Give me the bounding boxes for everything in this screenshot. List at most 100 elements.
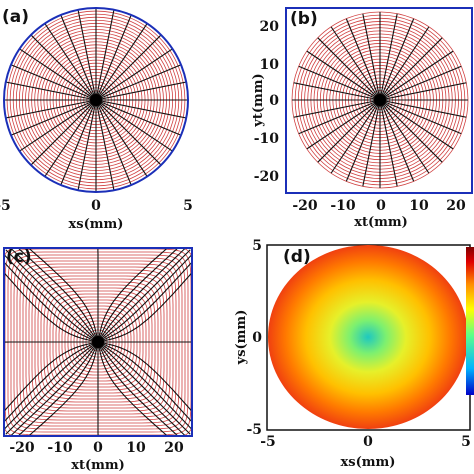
panel-b-spoke <box>303 99 381 152</box>
panel-b-center-dot <box>374 94 386 106</box>
panel-c-spoke <box>97 341 192 420</box>
panel-a-spoke <box>95 99 116 192</box>
panel-b-spoke <box>379 48 457 101</box>
panel-b-spoke <box>379 14 416 101</box>
panel-a-xtick-2: 5 <box>183 198 193 214</box>
panel-c-spoke <box>97 341 176 436</box>
panel-a-spoke <box>95 32 164 101</box>
panel-d-ytick-0: 5 <box>252 238 262 254</box>
panel-c-xlabel: xt(mm) <box>71 458 125 473</box>
panel-b-spoke <box>292 81 381 101</box>
panel-c-xtick-4: 20 <box>164 440 184 456</box>
panel-b-spoke <box>379 81 468 101</box>
panel-c-spoke <box>97 341 190 436</box>
panel-b-ytick-1: 10 <box>260 57 280 73</box>
panel-a-spoke <box>95 63 184 101</box>
panel-c-spoke <box>97 250 192 343</box>
panel-b-spoke <box>292 99 381 119</box>
panel-c-spoke <box>97 341 192 436</box>
panel-b-spoke <box>361 99 381 188</box>
panel-b: (b) 20 10 0 -10 -20 yt(mm) -20 -10 0 10 … <box>251 7 473 230</box>
panel-a-spoke <box>95 99 176 154</box>
panel-a-spoke <box>42 20 97 101</box>
panel-a-spoke <box>4 99 97 120</box>
panel-a-spoke <box>4 80 97 101</box>
panel-c-spoke <box>97 264 192 343</box>
panel-b-spoke <box>328 23 381 101</box>
panel-b-spoke <box>379 99 468 119</box>
panel-a-spoke <box>95 99 133 188</box>
panel-c-spoke <box>4 341 99 436</box>
panel-c-spoke <box>97 248 176 343</box>
panel-a-xlabel: xs(mm) <box>69 217 124 232</box>
panel-a-spoke <box>95 80 188 101</box>
panel-b-ytick-4: -20 <box>254 169 280 185</box>
panel-a-spoke <box>16 46 97 101</box>
panel-b-spoke <box>379 64 466 101</box>
panel-b-spoke <box>379 12 399 101</box>
panel-c-spoke <box>6 248 99 343</box>
panel-b-spoke <box>379 99 457 152</box>
panel-d-xtick-2: 5 <box>461 434 471 450</box>
panel-b-ylabel: yt(mm) <box>251 73 266 127</box>
panel-b-spoke <box>344 14 381 101</box>
panel-c-spokes <box>4 248 192 436</box>
panel-b-spoke <box>379 23 432 101</box>
panel-a-boundary <box>3 7 189 193</box>
panel-b-spoke <box>379 99 416 186</box>
panel-a-spoke <box>8 63 97 101</box>
panel-b-xtick-0: -20 <box>292 198 318 214</box>
panel-b-ytick-0: 20 <box>260 19 280 35</box>
panel-c-xtick-1: -10 <box>47 440 73 456</box>
panel-b-spoke <box>379 34 446 101</box>
panel-a-spoke <box>95 20 150 101</box>
panel-c-spoke <box>4 255 99 343</box>
panel-c-spoke <box>11 341 99 436</box>
panel-a-spoke <box>76 99 97 192</box>
panel-d-ytick-2: -5 <box>246 422 262 438</box>
panel-c-xtick-0: -20 <box>9 440 35 456</box>
panel-b-ytick-3: -10 <box>254 131 280 147</box>
panel-c-spoke <box>20 248 99 343</box>
panel-a-spoke <box>76 8 97 101</box>
panel-c-xtick-2: 0 <box>93 440 103 456</box>
panel-d-ytick-1: 0 <box>252 330 262 346</box>
panel-b-spoke <box>314 99 381 166</box>
panel-b-frame <box>285 7 473 194</box>
panel-c-spoke <box>97 248 192 343</box>
panel-b-spoke <box>379 99 399 188</box>
panel-a-spoke <box>95 99 164 168</box>
panel-d-heatmap-disk <box>268 245 468 429</box>
panel-a-xtick-1: 0 <box>91 198 101 214</box>
panel-a-spoke <box>95 99 184 137</box>
panel-c-spoke <box>4 250 99 343</box>
panel-b-spoke <box>379 99 432 177</box>
panel-a-xtick-0: -5 <box>0 198 11 214</box>
panel-c-frame <box>3 247 193 437</box>
panel-d-xtick-0: -5 <box>260 434 276 450</box>
panel-b-spoke <box>294 99 381 136</box>
panel-b-xtick-3: 10 <box>409 198 429 214</box>
panel-d-xlabel: xs(mm) <box>341 455 396 470</box>
panel-a: (a) -5 0 5 xs(mm) <box>0 7 193 232</box>
panel-c-spoke <box>4 341 99 429</box>
panel-b-spoke <box>361 12 381 101</box>
panel-a-center-dot <box>90 94 102 106</box>
panel-b-xlabel: xt(mm) <box>354 215 408 230</box>
panel-b-ytick-2: 0 <box>269 93 279 109</box>
panel-a-spoke <box>28 32 97 101</box>
panel-c-spoke <box>97 248 190 343</box>
panel-a-spoke <box>8 99 97 137</box>
panel-b-spoke <box>328 99 381 177</box>
panel-c-spoke <box>6 341 99 436</box>
panel-c-spoke <box>11 248 99 343</box>
panel-b-spoke <box>314 34 381 101</box>
panel-c-label: (c) <box>6 247 32 267</box>
panel-c-spoke <box>4 248 99 343</box>
panel-b-label: (b) <box>290 9 318 29</box>
panel-b-spokes <box>292 12 468 188</box>
panel-a-spoke <box>59 99 97 188</box>
panel-c-spoke <box>97 255 192 343</box>
panel-c-spoke <box>97 341 192 429</box>
